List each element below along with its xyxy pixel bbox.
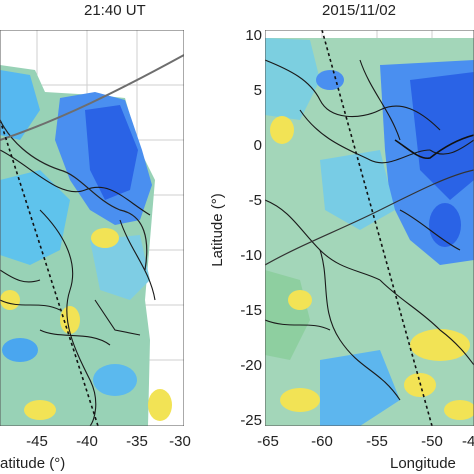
- right-xtick: -50: [421, 433, 443, 450]
- right-ytick: -15: [240, 302, 262, 319]
- right-xtick: -60: [311, 433, 333, 450]
- right-x-ticks: -65 -60 -55 -50 -4: [257, 433, 474, 450]
- right-panel-title: 2015/11/02: [322, 2, 396, 19]
- right-xtick: -4: [462, 433, 474, 450]
- right-ytick: 10: [245, 27, 262, 44]
- left-map: [0, 30, 184, 426]
- right-xlabel-partial: Longitude: [390, 455, 456, 472]
- left-x-ticks: -45 -40 -35 -30: [26, 433, 191, 450]
- right-ytick: -10: [240, 247, 262, 264]
- right-ylabel: Latitude (°): [209, 193, 226, 267]
- right-y-ticks: 10 5 0 -5 -10 -15 -20 -25: [240, 27, 262, 429]
- left-panel-title: 21:40 UT: [84, 2, 146, 19]
- left-xtick: -45: [26, 433, 48, 450]
- right-ytick: -20: [240, 357, 262, 374]
- right-ytick: -25: [240, 412, 262, 429]
- right-xtick: -65: [257, 433, 279, 450]
- left-xtick: -30: [169, 433, 191, 450]
- right-ytick: -5: [249, 192, 262, 209]
- right-xtick: -55: [366, 433, 388, 450]
- left-xtick: -40: [76, 433, 98, 450]
- right-ytick: 0: [254, 137, 262, 154]
- left-xlabel-partial: atitude (°): [0, 455, 65, 472]
- right-map: [265, 30, 474, 426]
- left-xtick: -35: [126, 433, 148, 450]
- right-ytick: 5: [254, 82, 262, 99]
